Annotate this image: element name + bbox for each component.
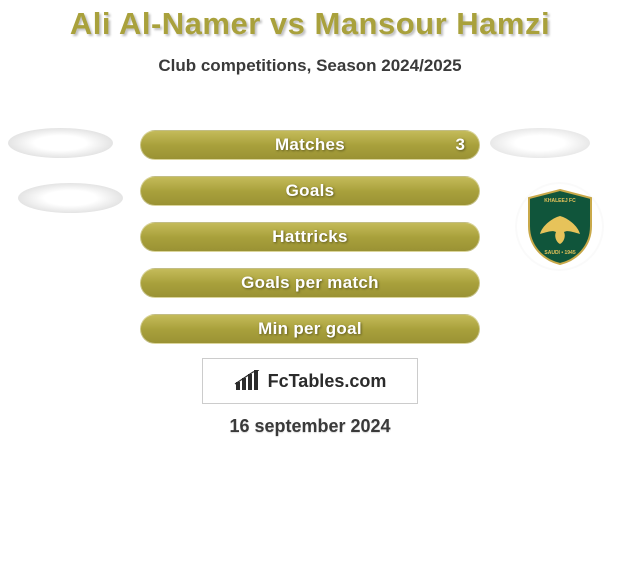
comparison-bars: Matches 3 Goals Hattricks Goals per matc… — [140, 130, 480, 360]
bar-row-hattricks: Hattricks — [140, 222, 480, 252]
subtitle: Club competitions, Season 2024/2025 — [0, 56, 620, 76]
player-right-club-badge: KHALEEJ FC SAUDI • 1945 — [517, 184, 602, 269]
bar-row-goals-per-match: Goals per match — [140, 268, 480, 298]
svg-text:SAUDI • 1945: SAUDI • 1945 — [544, 250, 575, 256]
bar-chart-icon — [234, 370, 262, 392]
bar-label: Goals per match — [241, 273, 379, 293]
shield-icon: KHALEEJ FC SAUDI • 1945 — [525, 188, 595, 266]
branding: FcTables.com — [202, 358, 418, 404]
bar-label: Matches — [275, 135, 345, 155]
player-right-avatar — [490, 128, 590, 158]
player-left-avatar-shadow — [18, 183, 123, 213]
bar-row-goals: Goals — [140, 176, 480, 206]
svg-text:KHALEEJ FC: KHALEEJ FC — [544, 198, 576, 204]
player-left-avatar — [8, 128, 113, 158]
footer-date: 16 september 2024 — [0, 416, 620, 437]
bar-row-matches: Matches 3 — [140, 130, 480, 160]
bar-label: Goals — [286, 181, 335, 201]
bar-label: Min per goal — [258, 319, 362, 339]
bar-label: Hattricks — [272, 227, 347, 247]
bar-value-right: 3 — [456, 135, 465, 155]
brand-text: FcTables.com — [268, 371, 387, 392]
bar-row-min-per-goal: Min per goal — [140, 314, 480, 344]
page-title: Ali Al-Namer vs Mansour Hamzi — [0, 6, 620, 42]
